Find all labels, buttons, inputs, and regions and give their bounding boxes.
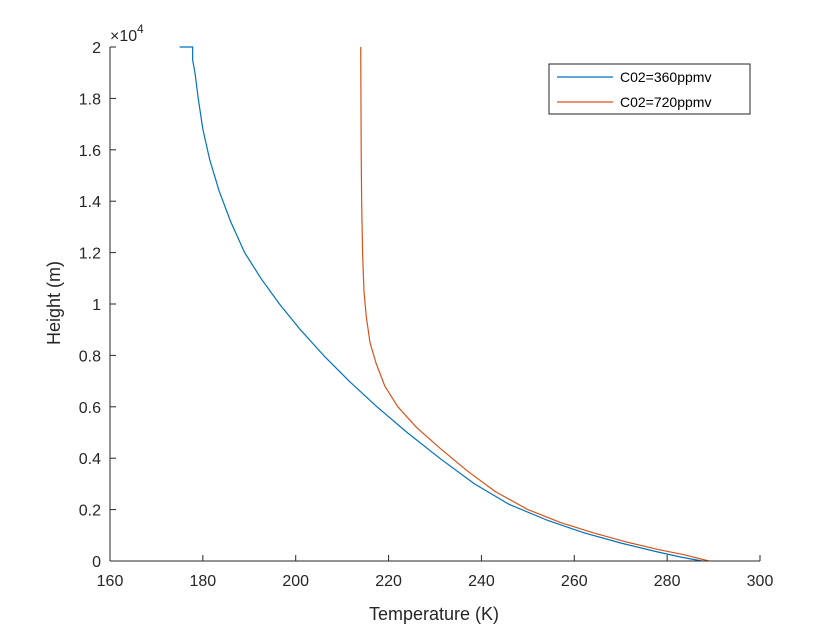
y-axis-exponent: ×10 4	[110, 22, 144, 45]
legend-label-c02-360ppmv: C02=360ppmv	[620, 69, 711, 85]
y-tick-label: 0	[92, 554, 101, 571]
plot-area	[110, 47, 760, 561]
x-tick-label: 260	[561, 573, 588, 590]
series-lines	[179, 46, 710, 562]
legend-label-c02-720ppmv: C02=720ppmv	[620, 94, 711, 110]
y-tick-label: 0.2	[79, 503, 101, 520]
y-axis-exponent-power: 4	[137, 22, 144, 36]
y-tick-label: 2	[92, 40, 101, 57]
x-tick-label: 220	[375, 573, 402, 590]
y-axis-exponent-base: ×10	[110, 28, 137, 45]
y-tick-label: 1	[92, 297, 101, 314]
legend-box	[548, 63, 751, 115]
y-tick-label: 0.4	[79, 451, 101, 468]
y-axis-label: Height (m)	[44, 261, 64, 345]
y-tick-label: 0.6	[79, 400, 101, 417]
y-tick-label: 1.8	[79, 91, 101, 108]
x-tick-label: 280	[654, 573, 681, 590]
y-tick-label: 1.6	[79, 143, 101, 160]
tick-marks	[109, 46, 761, 562]
series-line-c02-720ppmv	[360, 46, 710, 562]
y-tick-label: 1.4	[79, 194, 101, 211]
x-axis-label: Temperature (K)	[369, 604, 499, 624]
x-tick-label: 200	[282, 573, 309, 590]
tick-labels: 160 180 200 220 240 260 280 300 0 0.2 0.4 0.6 0.8 1 1.…	[79, 40, 774, 590]
legend: C02=360ppmv C02=720ppmv	[548, 63, 751, 115]
x-tick-label: 160	[97, 573, 124, 590]
y-tick-label: 0.8	[79, 348, 101, 365]
plot-area-background	[110, 47, 760, 561]
x-tick-label: 180	[190, 573, 217, 590]
x-tick-label: 300	[747, 573, 774, 590]
y-tick-label: 1.2	[79, 246, 101, 263]
x-tick-label: 240	[468, 573, 495, 590]
series-line-c02-360ppmv	[179, 46, 703, 562]
